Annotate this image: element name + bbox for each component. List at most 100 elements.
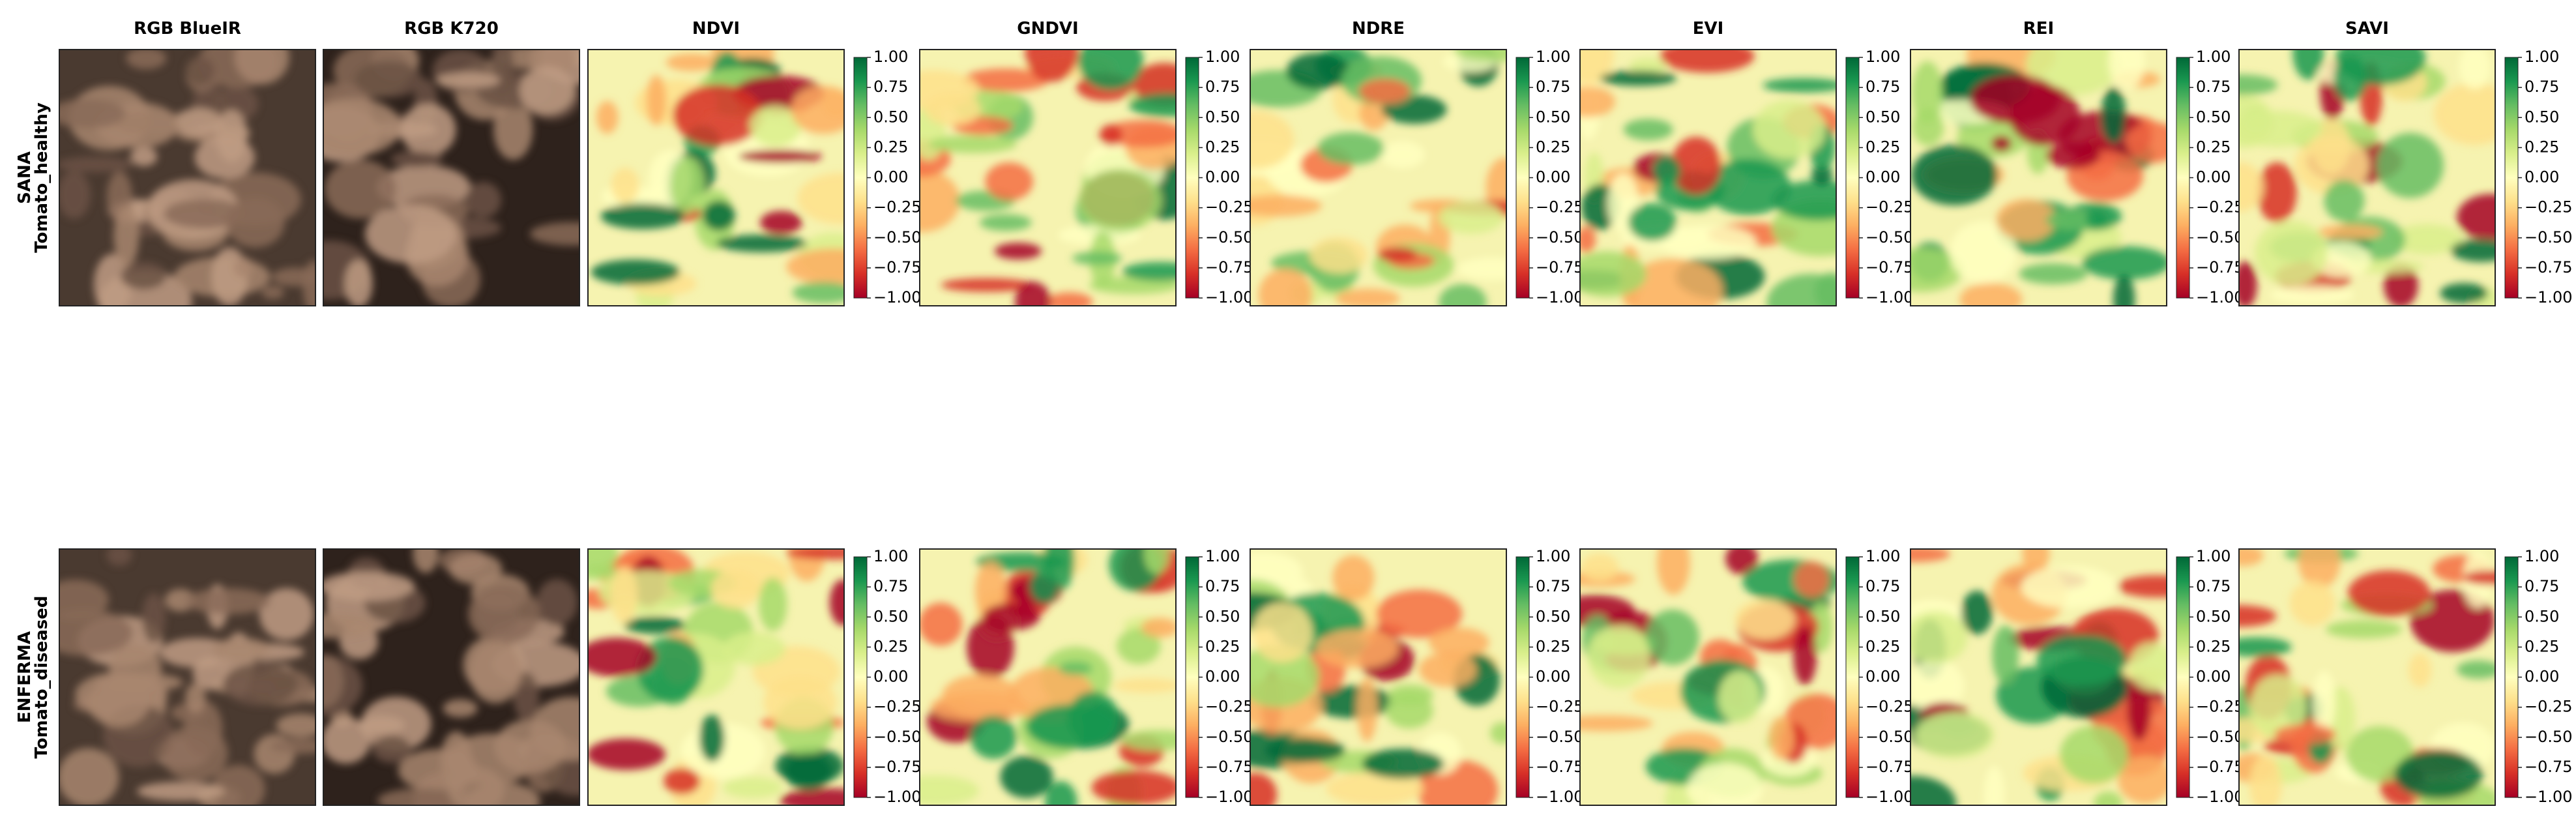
blob [1490, 722, 1506, 744]
blob [1600, 70, 1677, 86]
colorbar-tick-label: −0.75 [873, 258, 922, 276]
colorbar-tick-label: 0.00 [2525, 168, 2559, 186]
colorbar [853, 556, 868, 798]
blob [2239, 605, 2277, 627]
blob [120, 262, 167, 290]
colorbar-tick-label: 0.25 [1205, 637, 1240, 655]
blob [710, 570, 760, 609]
blob [2440, 283, 2488, 304]
blob [829, 579, 844, 626]
colorbar-tick-label: −0.75 [2525, 258, 2573, 276]
blob [920, 602, 963, 646]
column-title: GNDVI [1017, 19, 1078, 38]
blob [344, 259, 373, 306]
blob [1763, 78, 1836, 93]
blob [1072, 251, 1122, 265]
blob [2249, 755, 2282, 805]
colorbar-tick-label: −0.25 [1205, 198, 1253, 216]
blob [2257, 162, 2297, 223]
blob [716, 234, 808, 252]
blob [600, 203, 685, 230]
panel-frame [1910, 548, 2167, 806]
blob [2450, 239, 2495, 262]
blob [1250, 110, 1295, 170]
blob [797, 173, 844, 225]
colorbar-tick-label: 1.00 [1866, 547, 1900, 565]
blob [1250, 194, 1322, 217]
blob [1910, 248, 1963, 292]
blob [212, 638, 270, 662]
blob [2433, 82, 2495, 145]
blob [2292, 50, 2324, 80]
panel-frame [587, 548, 845, 806]
blob [465, 182, 502, 218]
index-map [1580, 549, 1836, 805]
blob [1983, 765, 2005, 805]
blob [1143, 549, 1169, 574]
colorbar-tick-label: 0.00 [2196, 168, 2231, 186]
colorbar-tick-label: 0.50 [1536, 607, 1570, 625]
blob [126, 50, 167, 70]
blob [1914, 711, 1995, 759]
blob [699, 715, 725, 762]
blob [1580, 251, 1647, 297]
blob [413, 549, 439, 573]
colorbar-tick-label: −1.00 [1866, 788, 1914, 806]
blob [2126, 121, 2167, 163]
colorbar-tick-label: 1.00 [873, 547, 908, 565]
photo [59, 549, 315, 805]
index-map [588, 549, 844, 805]
blob [920, 775, 979, 805]
colorbar-tick-label: 0.25 [873, 637, 908, 655]
blob [448, 553, 503, 585]
blob [1376, 589, 1463, 638]
colorbar-tick-label: 1.00 [2196, 547, 2231, 565]
blob [1428, 627, 1489, 658]
blob [2394, 750, 2483, 799]
blob [1067, 691, 1119, 745]
column-title: EVI [1693, 19, 1724, 38]
blob [982, 603, 1040, 631]
blob [165, 589, 196, 612]
blob [588, 638, 657, 677]
colorbar-tick-label: 0.75 [2525, 78, 2559, 96]
blob [780, 788, 844, 805]
colorbar-tick-label: 0.00 [1536, 668, 1570, 686]
blob [1718, 670, 1761, 724]
blob [750, 105, 802, 147]
texture [1580, 50, 1836, 306]
colorbar-tick-label: 0.25 [1205, 138, 1240, 156]
colorbar [2504, 57, 2519, 299]
blob [588, 565, 621, 580]
column-title: RGB BlueIR [134, 19, 241, 38]
blob [212, 765, 265, 805]
blob [269, 738, 315, 754]
colorbar-tick-label: −0.75 [1866, 258, 1914, 276]
colorbar [1515, 556, 1530, 798]
blob [1099, 124, 1123, 146]
texture [591, 50, 844, 306]
colorbar-tick-label: 0.75 [1536, 577, 1570, 595]
blob [302, 260, 315, 306]
colorbar-tick-label: 0.50 [2196, 607, 2231, 625]
blob [2274, 724, 2336, 745]
blob [588, 738, 666, 771]
blob [792, 282, 844, 304]
blob [1996, 199, 2056, 241]
row-label: SANA [15, 151, 35, 204]
blob [666, 53, 718, 72]
blob [985, 162, 1034, 201]
colorbar [1515, 57, 1530, 299]
blob [2128, 642, 2167, 691]
blob [390, 151, 443, 168]
blob [1356, 677, 1377, 742]
blob [354, 61, 423, 98]
colorbar-tick-label: 0.50 [1536, 108, 1570, 126]
blob [1657, 549, 1690, 595]
blob [2347, 570, 2431, 617]
blob [2318, 224, 2383, 240]
blob [994, 243, 1042, 260]
blob [979, 214, 1032, 231]
colorbar [1185, 556, 1199, 798]
blob [2082, 246, 2167, 280]
